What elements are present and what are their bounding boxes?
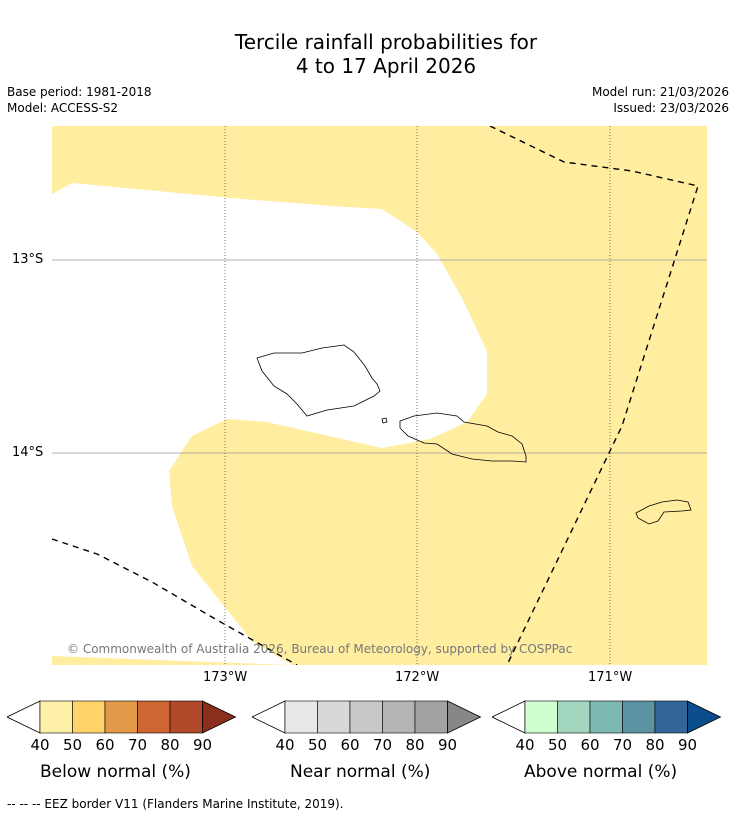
colorbar-segment xyxy=(284,700,318,734)
colorbar-high-extension xyxy=(687,700,722,734)
colorbar-tick-label: 40 xyxy=(515,736,535,754)
colorbar-segment xyxy=(349,700,383,734)
lon-label-173w: 173°W xyxy=(203,670,248,685)
colorbar-tick-label: 60 xyxy=(340,736,360,754)
lon-label-172w: 172°W xyxy=(395,670,440,685)
colorbar-below-normal xyxy=(7,700,237,734)
colorbar-segment xyxy=(317,700,351,734)
model-run: Model run: 21/03/2026 xyxy=(591,85,729,99)
colorbar-tick-label: 90 xyxy=(677,736,698,754)
manono-island xyxy=(381,417,388,424)
eez-borders xyxy=(52,126,699,665)
savaii-island xyxy=(256,344,381,417)
colorbar-segment xyxy=(654,700,688,734)
gridlines xyxy=(52,259,707,454)
colorbar-segment xyxy=(524,700,558,734)
colorbar-segment xyxy=(382,700,416,734)
colorbar-title-below: Below normal (%) xyxy=(40,762,191,782)
colorbar-tick-label: 80 xyxy=(160,736,180,754)
colorbar-segment xyxy=(557,700,591,734)
colorbar-tick-label: 80 xyxy=(405,736,425,754)
colorbar-segment xyxy=(72,700,106,734)
issued-date: Issued: 23/03/2026 xyxy=(613,101,729,115)
lat-label-14s: 14°S xyxy=(12,445,44,460)
tutuila-island xyxy=(635,499,692,525)
colorbar-near-normal xyxy=(252,700,482,734)
below-normal-region xyxy=(52,126,707,665)
map-title: Tercile rainfall probabilities for 4 to … xyxy=(0,30,736,78)
meta-right: Model run: 21/03/2026 Issued: 23/03/2026 xyxy=(592,84,729,116)
colorbar-tick-label: 90 xyxy=(192,736,213,754)
colorbar-segment xyxy=(169,700,203,734)
islands xyxy=(256,344,692,525)
copyright-notice: © Commonwealth of Australia 2026, Bureau… xyxy=(67,642,573,656)
colorbar-tick-label: 70 xyxy=(612,736,633,754)
colorbar-tick-label: 40 xyxy=(30,736,50,754)
colorbar-tick-label: 50 xyxy=(307,736,328,754)
colorbar-title-near: Near normal (%) xyxy=(290,762,431,782)
colorbar-high-extension xyxy=(202,700,237,734)
eez-legend-note: -- -- -- EEZ border V11 (Flanders Marine… xyxy=(7,797,344,811)
colorbar-tick-label: 70 xyxy=(372,736,393,754)
colorbar-high-extension xyxy=(447,700,482,734)
colorbar-segment xyxy=(414,700,448,734)
lon-label-171w: 171°W xyxy=(588,670,633,685)
colorbar-tick-label: 90 xyxy=(437,736,458,754)
colorbar-above-normal xyxy=(492,700,722,734)
colorbar-segment xyxy=(622,700,656,734)
colorbar-segment xyxy=(137,700,171,734)
meta-left: Base period: 1981-2018 Model: ACCESS-S2 xyxy=(7,84,152,116)
map-panel xyxy=(52,126,707,665)
base-period: Base period: 1981-2018 xyxy=(7,85,152,99)
colorbar-tick-label: 70 xyxy=(127,736,148,754)
title-line-2: 4 to 17 April 2026 xyxy=(295,54,477,78)
colorbar-tick-label: 50 xyxy=(547,736,568,754)
colorbar-tick-label: 80 xyxy=(645,736,665,754)
colorbar-low-extension xyxy=(7,700,41,734)
model-name: Model: ACCESS-S2 xyxy=(7,101,119,115)
colorbar-segment xyxy=(104,700,138,734)
colorbar-tick-label: 40 xyxy=(275,736,295,754)
colorbar-segment xyxy=(39,700,73,734)
colorbar-tick-label: 60 xyxy=(580,736,600,754)
upolu-island xyxy=(399,412,527,463)
colorbar-title-above: Above normal (%) xyxy=(524,762,678,782)
colorbar-low-extension xyxy=(492,700,526,734)
title-line-1: Tercile rainfall probabilities for xyxy=(234,30,538,54)
colorbar-tick-label: 50 xyxy=(62,736,83,754)
colorbar-segment xyxy=(589,700,623,734)
colorbar-low-extension xyxy=(252,700,286,734)
colorbar-tick-label: 60 xyxy=(95,736,115,754)
lat-label-13s: 13°S xyxy=(12,252,44,267)
